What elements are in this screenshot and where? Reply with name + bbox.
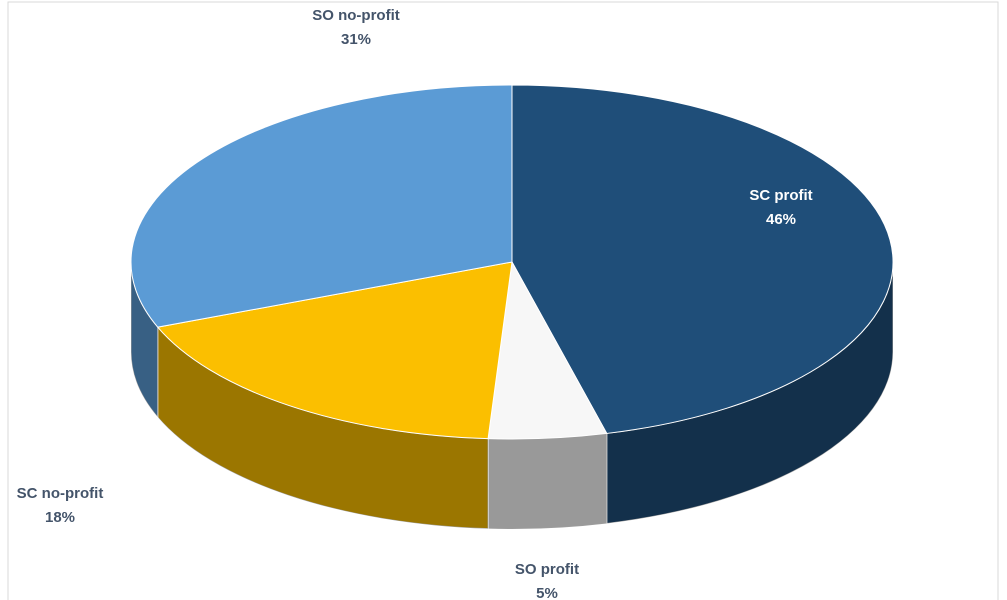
slice-value-label: 18% [45,509,75,526]
slice-side-shade [606,262,893,524]
slice [511,84,894,434]
slice-value-label: 5% [536,585,558,600]
slice-label: SC no-profit [17,485,104,502]
slice-label: SO no-profit [312,7,399,24]
slice-side-shade [488,433,607,529]
slice-value-label: 46% [766,211,796,228]
slice-value-label: 31% [341,31,371,48]
slice-side-shade [157,327,489,529]
slice-side-shade [131,262,158,418]
slice [130,84,513,328]
slice [156,261,513,440]
slice-label: SC profit [749,187,812,204]
slice-label: SO profit [515,561,579,578]
